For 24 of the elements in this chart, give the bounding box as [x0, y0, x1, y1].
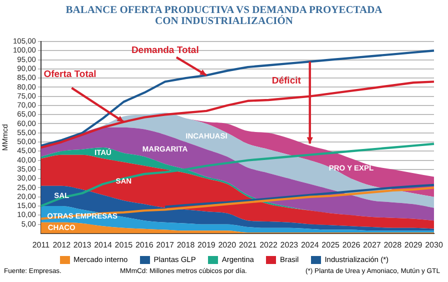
- x-tick-label: 2017: [156, 240, 175, 250]
- x-tick-label: 2023: [280, 240, 299, 250]
- x-tick-label: 2027: [363, 240, 382, 250]
- x-tick-label: 2013: [73, 240, 92, 250]
- x-tick-label: 2012: [52, 240, 72, 250]
- x-tick-label: 2018: [176, 240, 196, 250]
- x-tick-label: 2022: [260, 240, 278, 250]
- x-tick-label: 2014: [94, 240, 112, 250]
- x-tick-label: 2029: [404, 240, 423, 250]
- x-tick-label: 2026: [342, 240, 361, 250]
- x-tick-label: 2016: [135, 240, 154, 250]
- annotation: Demanda Total: [131, 45, 199, 56]
- x-tick-label: 2011: [32, 240, 50, 250]
- annotation: Oferta Total: [44, 68, 96, 80]
- x-tick-label: 2019: [198, 240, 216, 250]
- x-tick-label: 2028: [384, 240, 402, 250]
- x-tick-label: 2024: [300, 240, 320, 250]
- x-tick-label: 2021: [238, 240, 258, 250]
- chart-title: BALANCE OFERTA PRODUCTIVA VS DEMANDA PROYECTADA CON INDUSTRIALIZACIÓN: [64, 4, 384, 29]
- x-tick-label: 2030: [425, 240, 444, 250]
- x-tick-label: 2015: [114, 240, 134, 250]
- x-tick-label: 2020: [218, 240, 237, 250]
- x-tick-label: 2025: [322, 240, 340, 250]
- annotation: Déficit: [272, 75, 302, 86]
